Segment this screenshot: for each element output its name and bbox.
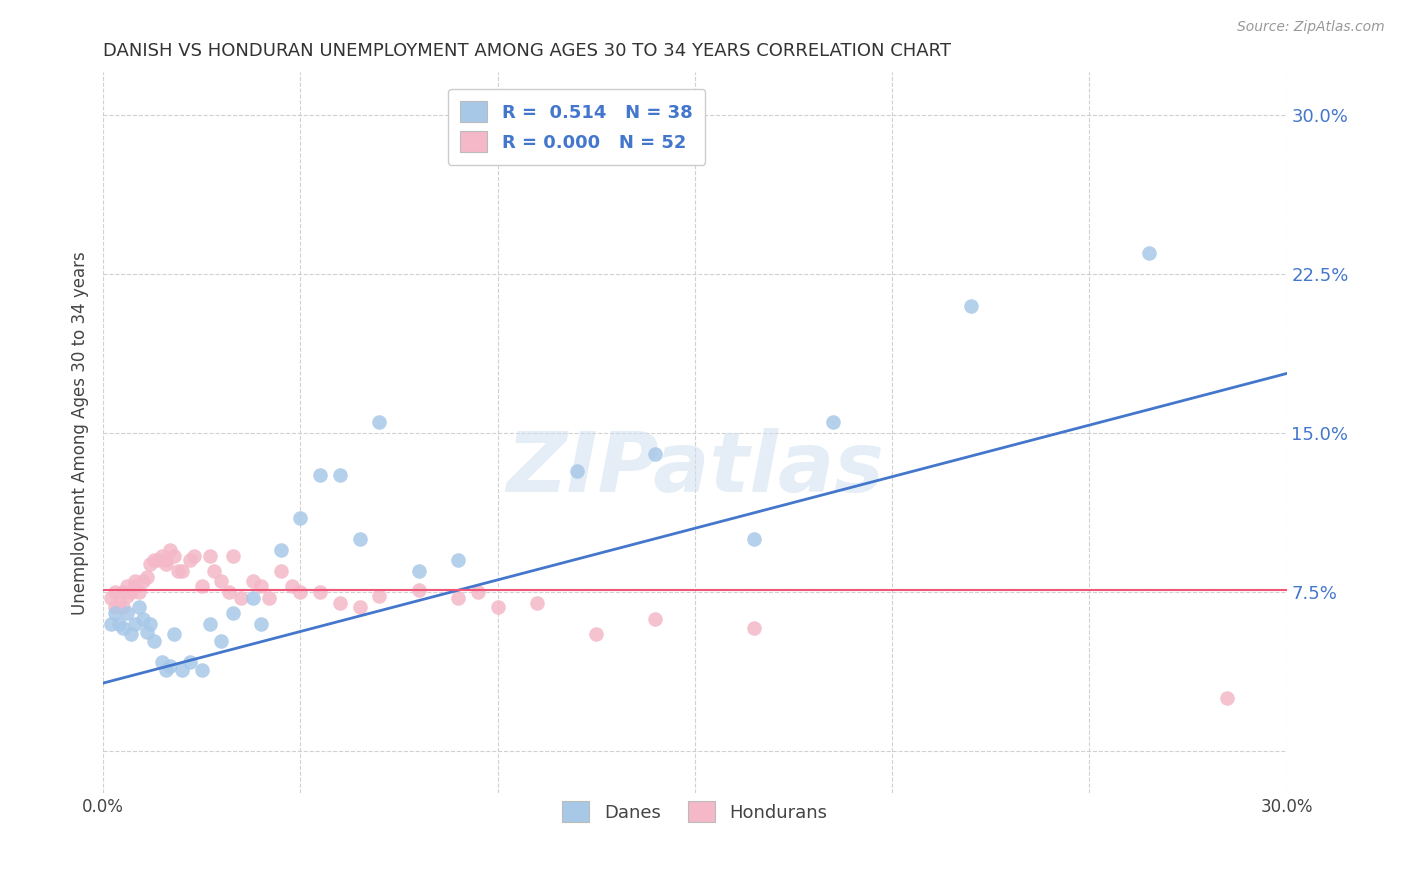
Point [120,585,142,599]
Point [159,542,181,557]
Point [1137,245,1160,260]
Point [124,578,146,592]
Y-axis label: Unemployment Among Ages 30 to 34 years: Unemployment Among Ages 30 to 34 years [72,251,89,615]
Point [120,627,142,641]
Point [270,564,292,578]
Point [290,510,312,524]
Point [231,591,253,606]
Point [104,599,127,614]
Point [211,574,233,589]
Point [349,599,371,614]
Point [190,578,212,592]
Point [408,582,430,597]
Point [190,664,212,678]
Point [486,599,509,614]
Point [349,532,371,546]
Point [148,553,170,567]
Point [309,468,332,483]
Point [143,633,166,648]
Point [131,612,153,626]
Point [821,415,844,429]
Point [290,585,312,599]
Point [329,468,352,483]
Point [467,585,489,599]
Point [742,532,765,546]
Point [1216,690,1239,705]
Text: ZIPatlas: ZIPatlas [506,428,884,509]
Point [135,625,157,640]
Point [104,606,127,620]
Point [408,564,430,578]
Point [198,549,221,563]
Text: Source: ZipAtlas.com: Source: ZipAtlas.com [1237,20,1385,34]
Point [155,664,177,678]
Point [250,578,273,592]
Point [163,627,186,641]
Point [115,578,138,592]
Point [104,585,127,599]
Point [150,655,173,669]
Point [115,606,138,620]
Point [309,585,332,599]
Point [368,589,391,603]
Point [124,574,146,589]
Point [211,633,233,648]
Point [124,616,146,631]
Point [368,415,391,429]
Point [179,655,201,669]
Point [100,616,122,631]
Point [281,578,304,592]
Point [585,627,607,641]
Point [155,558,177,572]
Point [644,612,666,626]
Point [222,606,245,620]
Point [167,564,190,578]
Point [108,616,131,631]
Legend: Danes, Hondurans: Danes, Hondurans [550,789,839,835]
Point [128,585,150,599]
Point [183,549,205,563]
Point [742,621,765,635]
Point [526,595,548,609]
Point [139,558,162,572]
Point [135,570,157,584]
Point [329,595,352,609]
Point [143,553,166,567]
Point [202,564,225,578]
Point [270,542,292,557]
Point [100,591,122,606]
Point [218,585,240,599]
Point [108,595,131,609]
Point [131,574,153,589]
Text: DANISH VS HONDURAN UNEMPLOYMENT AMONG AGES 30 TO 34 YEARS CORRELATION CHART: DANISH VS HONDURAN UNEMPLOYMENT AMONG AG… [103,42,950,60]
Point [170,564,193,578]
Point [565,464,588,478]
Point [242,574,264,589]
Point [111,621,134,635]
Point [159,659,181,673]
Point [155,553,177,567]
Point [111,585,134,599]
Point [447,591,470,606]
Point [115,589,138,603]
Point [447,553,470,567]
Point [257,591,280,606]
Point [198,616,221,631]
Point [179,553,201,567]
Point [128,599,150,614]
Point [111,599,134,614]
Point [170,664,193,678]
Point [150,549,173,563]
Point [644,447,666,461]
Point [960,299,983,313]
Point [242,591,264,606]
Point [139,616,162,631]
Point [222,549,245,563]
Point [163,549,186,563]
Point [250,616,273,631]
